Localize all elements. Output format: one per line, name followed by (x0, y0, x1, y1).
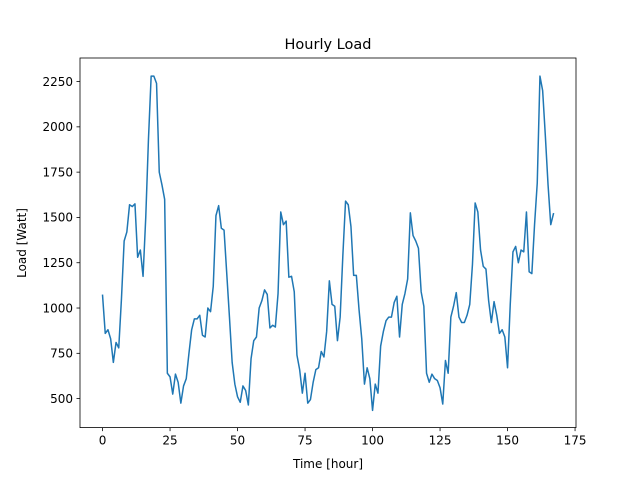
y-tick-label: 1250 (42, 256, 73, 270)
x-tick-label: 175 (564, 434, 587, 448)
series-layer (101, 75, 555, 412)
chart-title: Hourly Load (285, 37, 372, 53)
x-tick-label: 0 (99, 434, 107, 448)
plot-frame (79, 57, 577, 429)
x-axis-ticks: 0 25 50 75 100 125 150 175 (99, 427, 587, 448)
y-axis-ticks: 500 750 1000 1250 1500 1750 2000 2250 (42, 75, 80, 406)
y-tick-label: 2250 (42, 75, 73, 89)
y-tick-label: 2000 (42, 120, 73, 134)
y-tick-label: 1500 (42, 211, 73, 225)
x-tick-label: 125 (429, 434, 452, 448)
series-line-load (101, 75, 555, 412)
x-tick-label: 100 (361, 434, 384, 448)
x-axis-label: Time [hour] (292, 457, 363, 471)
y-axis-label: Load [Watt] (15, 208, 29, 278)
x-tick-label: 75 (297, 434, 312, 448)
y-tick-label: 1750 (42, 165, 73, 179)
y-tick-label: 750 (50, 347, 73, 361)
y-tick-label: 1000 (42, 301, 73, 315)
x-tick-label: 150 (496, 434, 519, 448)
x-tick-label: 25 (162, 434, 177, 448)
plot-area (80, 58, 576, 428)
y-tick-label: 500 (50, 392, 73, 406)
x-tick-label: 50 (230, 434, 245, 448)
